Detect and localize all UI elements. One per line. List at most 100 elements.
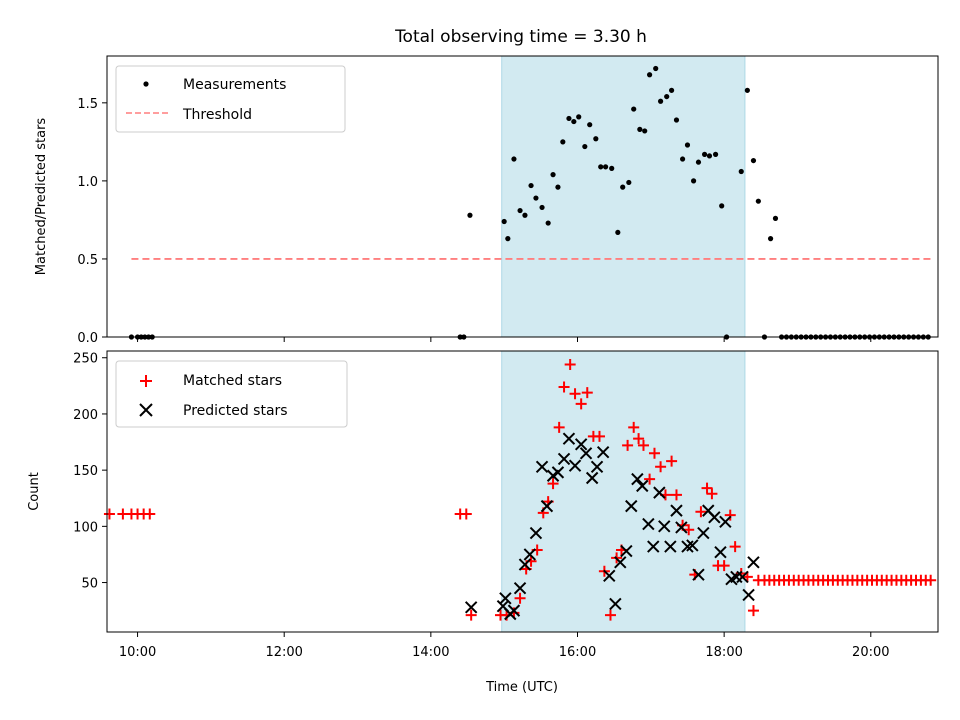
predicted-star-point [636,479,649,493]
matched-star-point [628,421,640,433]
predicted-star-point [540,499,554,513]
measurement-point [626,179,632,186]
predicted-star-point [692,568,705,581]
matched-star-point [465,609,477,621]
predicted-star-point [574,438,588,451]
measurement-point [712,151,719,157]
bottom-y-ticks: 50 100 150 200 250 [73,352,107,592]
top-axes-frame [106,55,939,338]
predicted-star-point [507,604,521,617]
matched-star-point [666,455,678,467]
measurement-point [560,139,566,145]
bottom-panel: 50 100 150 200 250 10:00 12:00 14:00 16:00 18:00… [27,350,939,695]
predicted-star-point [708,511,721,524]
predicted-star-point [675,521,688,534]
matched-star-point [593,430,605,442]
bottom-y-tick-label: 200 [73,408,98,423]
matched-star-point [695,506,707,518]
top-y-tick-label: 0.5 [77,253,98,268]
measurement-point [653,65,659,72]
predicted-star-point [585,471,599,485]
legend-measurement-marker [143,81,149,87]
matched-star-point [706,488,718,500]
predicted-star-point [686,539,699,552]
measurement-point [539,204,545,211]
measurement-point [517,207,523,214]
measurement-point [767,236,774,242]
predicted-star-point [579,447,593,460]
measurement-point [603,164,609,170]
predicted-star-point [568,459,582,472]
predicted-star-point [518,558,532,571]
predicted-star-point [562,432,576,445]
measurement-point [631,106,637,112]
matched-star-point [683,524,695,536]
legend-threshold-label: Threshold [182,107,252,123]
top-legend: Measurements Threshold [115,65,346,133]
predicted-star-point [642,517,655,531]
measurement-point [664,93,670,100]
predicted-star-point [513,581,527,595]
matched-star-point [514,592,526,604]
matched-star-point [622,439,634,451]
matched-star-point [724,509,736,521]
measurement-point [772,215,779,221]
matched-star-point [718,560,730,572]
matched-star-point [547,478,559,490]
matched-star-point [581,387,593,399]
measurement-point [755,198,761,204]
predicted-star-point [736,570,749,584]
bottom-legend-box [115,360,348,428]
top-y-ticks: 0.0 0.5 1.0 1.5 [77,97,107,346]
matched-star-point [925,574,937,586]
bottom-y-tick-label: 150 [73,464,98,479]
legend-matched-label: Matched stars [183,373,282,389]
x-tick-label: 10:00 [119,645,156,660]
predicted-star-point [647,540,660,553]
matched-star-point [655,461,667,473]
x-tick-label: 16:00 [559,645,596,660]
predicted-star-point [603,569,616,583]
matched-star-point [575,398,587,410]
measurement-point [750,157,757,164]
matched-star-point [553,421,565,433]
top-y-tick-label: 1.5 [77,97,98,112]
matched-star-point [729,541,741,553]
measurement-point [587,122,593,128]
bottom-shaded-span [501,350,746,633]
measurement-point [695,159,702,165]
predicted-star-point [631,472,644,486]
predicted-star-point [609,597,622,611]
measurement-point [528,182,534,189]
matched-star-point [604,609,616,621]
predicted-star-point [614,556,627,569]
measurement-point [598,164,604,170]
measurement-point [550,172,556,178]
measurement-point [719,203,725,209]
counts-layer [103,358,937,621]
predicted-star-point [714,545,727,559]
predicted-star-point [664,540,677,553]
x-tick-label: 14:00 [412,645,449,660]
predicted-star-point [590,460,604,473]
predicted-star-point [658,520,671,533]
legend-predicted-marker [139,403,153,417]
x-tick-label: 12:00 [265,645,302,660]
matched-star-point [637,439,649,451]
measurement-point [571,118,577,125]
bottom-y-tick-label: 50 [81,577,98,592]
matched-star-point [558,381,570,393]
matched-star-point [747,605,759,617]
matched-star-point [701,482,713,494]
measurement-point [673,117,680,123]
measurement-point [679,156,686,162]
x-tick-label: 20:00 [852,645,889,660]
predicted-star-point [719,515,732,529]
matched-star-point [644,473,656,485]
top-y-tick-label: 1.0 [77,175,98,190]
matched-star-point [633,433,645,445]
matched-star-point [569,388,581,400]
measurement-point [657,98,664,104]
measurement-point [545,220,551,226]
